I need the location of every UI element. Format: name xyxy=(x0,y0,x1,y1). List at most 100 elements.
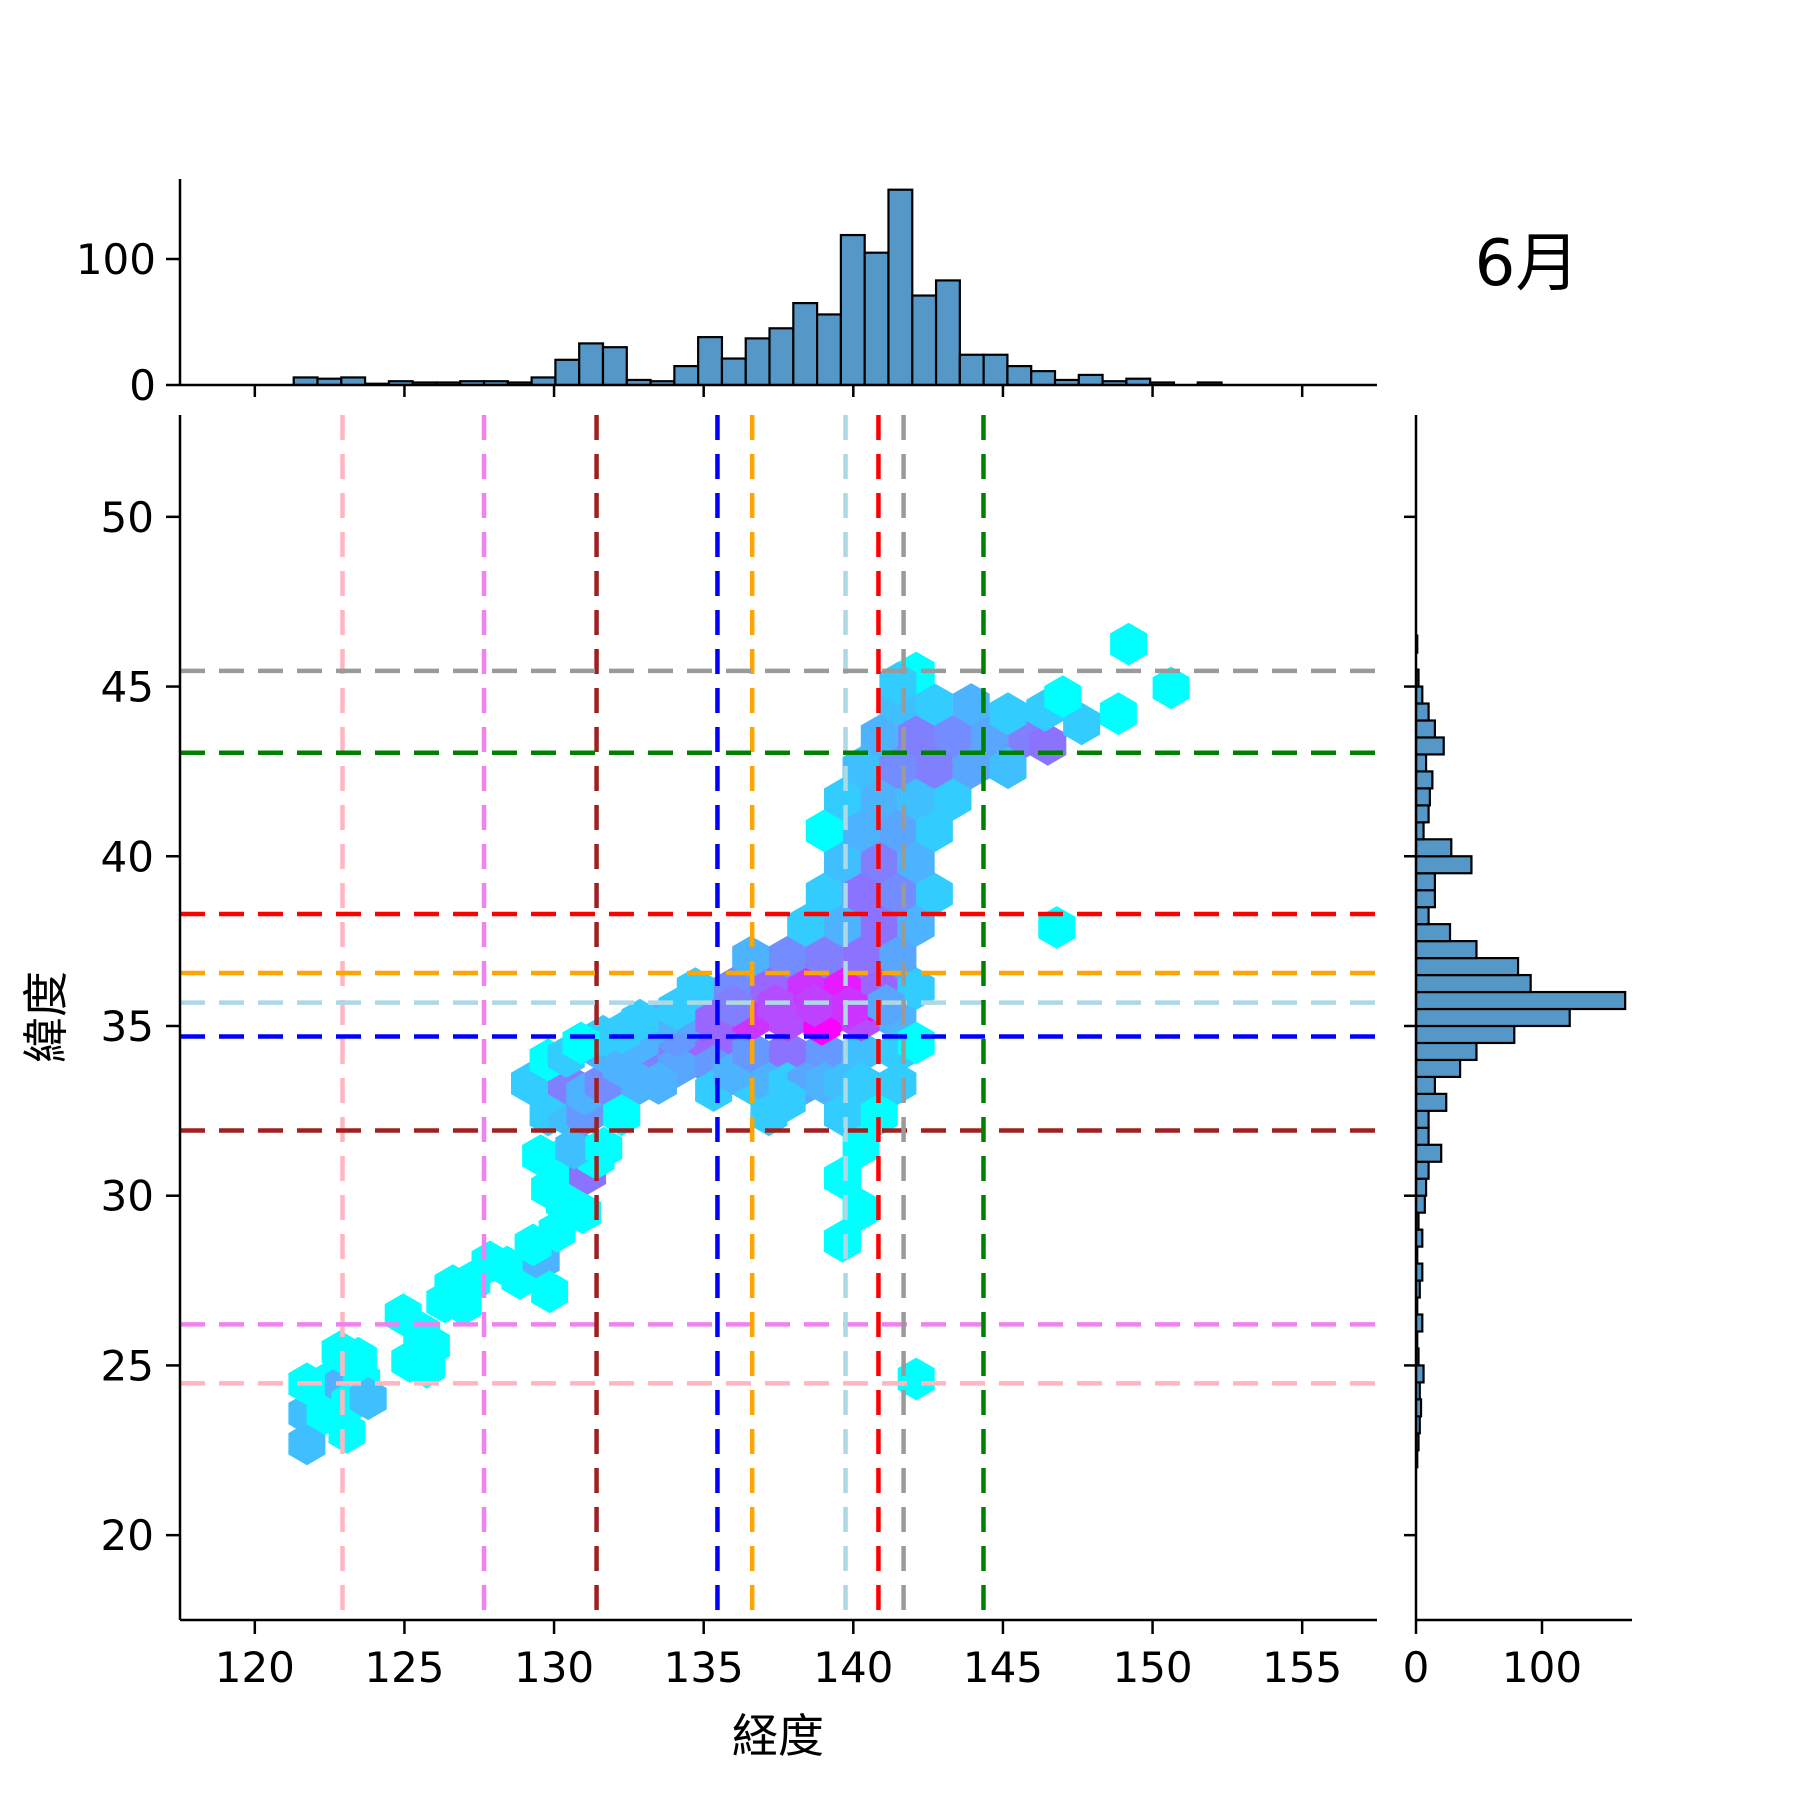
hexbin-cell xyxy=(824,1093,861,1137)
top-hist-bar xyxy=(1196,381,1223,385)
hexbin-cell xyxy=(831,985,869,1029)
top-hist-bar xyxy=(720,357,747,385)
hexbin-cell xyxy=(842,1030,880,1074)
hexbin-cell xyxy=(434,1264,472,1308)
main-ytick-label: 35 xyxy=(101,1002,154,1051)
hexbin-cell xyxy=(1038,906,1076,949)
hexbin-cell xyxy=(897,714,935,758)
main-ytick-label: 20 xyxy=(101,1511,154,1560)
right-hist-bar xyxy=(1416,1194,1426,1214)
hexbin-cell xyxy=(897,967,935,1010)
main-xtick-label: 120 xyxy=(215,1643,295,1692)
right-hist-bar xyxy=(1416,872,1436,892)
hexbin-cell xyxy=(934,714,972,758)
right-hist-bar xyxy=(1416,770,1434,790)
top-hist-bar xyxy=(863,251,890,385)
top-histogram: 0 100 xyxy=(76,179,1377,410)
top-hist-bar xyxy=(982,353,1009,385)
top-hist-bar xyxy=(697,336,724,385)
top-hist-bar xyxy=(887,188,914,385)
city-reference-lines xyxy=(180,415,1377,1620)
right-hist-bar xyxy=(1416,855,1473,875)
hexbin-cell xyxy=(339,1336,377,1380)
hexbin-cell xyxy=(408,1345,446,1389)
hexbin-cell xyxy=(879,1062,917,1105)
hexbin-cell xyxy=(555,1126,593,1170)
hexbin-cell xyxy=(842,872,880,916)
hexbin-cell xyxy=(842,1125,880,1168)
x-axis-label: 経度 xyxy=(732,1709,824,1763)
hexbin-cell xyxy=(768,1079,806,1123)
hexbin-cell xyxy=(732,935,770,979)
top-hist-bar xyxy=(1030,370,1057,385)
main-xtick-label: 140 xyxy=(813,1643,893,1692)
hexbin-cell xyxy=(897,777,935,821)
right-hist-bar xyxy=(1416,1160,1430,1180)
hexbin-cell xyxy=(824,777,861,821)
top-hist-bar xyxy=(934,279,961,385)
right-hist-bar xyxy=(1416,736,1445,756)
axes-spines-ticks: 120 125 130 135 140 145 150 155 20 25 30 35 40 45 50 xyxy=(101,415,1377,1692)
hexbin-cell xyxy=(842,809,880,853)
hexbin-cell xyxy=(640,1062,677,1105)
right-hist-bar xyxy=(1416,1075,1436,1095)
right-hist-bar xyxy=(1416,702,1430,722)
right-hist-bar xyxy=(1416,1177,1428,1197)
hexbin-cell xyxy=(989,692,1027,736)
right-hist-bar xyxy=(1416,668,1420,688)
top-hist-bars xyxy=(292,188,1223,385)
hexbin-cell xyxy=(1063,702,1101,746)
right-hist-bar xyxy=(1416,1007,1571,1028)
hexbin-cell xyxy=(842,935,880,979)
right-hist-bar xyxy=(1416,753,1428,773)
hexbin-cell xyxy=(676,967,714,1010)
top-hist-ytick-label: 0 xyxy=(129,361,156,410)
hexbin-cell xyxy=(805,935,843,979)
top-hist-bar xyxy=(1077,373,1104,385)
right-hist-bar xyxy=(1416,1024,1516,1045)
hexbin-scatter xyxy=(288,622,1190,1466)
hexbin-cell xyxy=(915,683,953,726)
hexbin-cell xyxy=(860,1093,898,1137)
right-hist-bar xyxy=(1416,1058,1462,1079)
right-hist-bar xyxy=(1416,1092,1448,1112)
right-hist-bar xyxy=(1416,889,1436,909)
top-hist-bar xyxy=(1149,381,1176,385)
top-hist-ytick-label: 100 xyxy=(76,235,156,284)
hexbin-cell xyxy=(805,809,843,853)
hexbin-cell xyxy=(562,1021,600,1065)
main-xtick-label: 125 xyxy=(364,1643,444,1692)
right-hist-bar xyxy=(1416,990,1627,1011)
right-hist-bar xyxy=(1416,1364,1425,1384)
hexbin-cell xyxy=(1029,722,1067,766)
hexbin-cell xyxy=(795,984,833,1027)
hexbin-cell xyxy=(842,1062,880,1105)
right-histogram: 0 100 xyxy=(1403,415,1632,1692)
right-hist-bar xyxy=(1416,906,1430,926)
hexbin-cell xyxy=(603,1093,641,1137)
hexbin-cell xyxy=(934,777,972,821)
y-axis-label: 緯度 xyxy=(19,971,73,1063)
top-hist-bar xyxy=(340,376,367,385)
hexbin-cell xyxy=(621,998,659,1042)
right-hist-bar xyxy=(1416,804,1430,824)
hexbin-cell xyxy=(769,1030,806,1074)
top-hist-bar xyxy=(1006,365,1033,385)
hexbin-cell xyxy=(952,746,990,790)
right-hist-bar xyxy=(1416,973,1532,994)
hexbin-cell xyxy=(757,984,794,1027)
hexbin-cell xyxy=(769,935,806,979)
top-hist-bar xyxy=(578,342,605,385)
right-hist-bar xyxy=(1416,956,1520,977)
hexbin-cell xyxy=(842,1188,880,1231)
right-hist-bars xyxy=(1416,634,1627,1469)
top-hist-bar xyxy=(792,302,819,385)
hexbin-cell xyxy=(805,872,843,916)
hexbin-cell xyxy=(879,935,917,979)
right-hist-bar xyxy=(1416,1143,1443,1163)
hexbin-cell xyxy=(564,1191,601,1235)
top-hist-bar xyxy=(601,346,628,385)
right-hist-bar xyxy=(1416,1126,1430,1146)
hexbin-cell xyxy=(328,1410,366,1454)
